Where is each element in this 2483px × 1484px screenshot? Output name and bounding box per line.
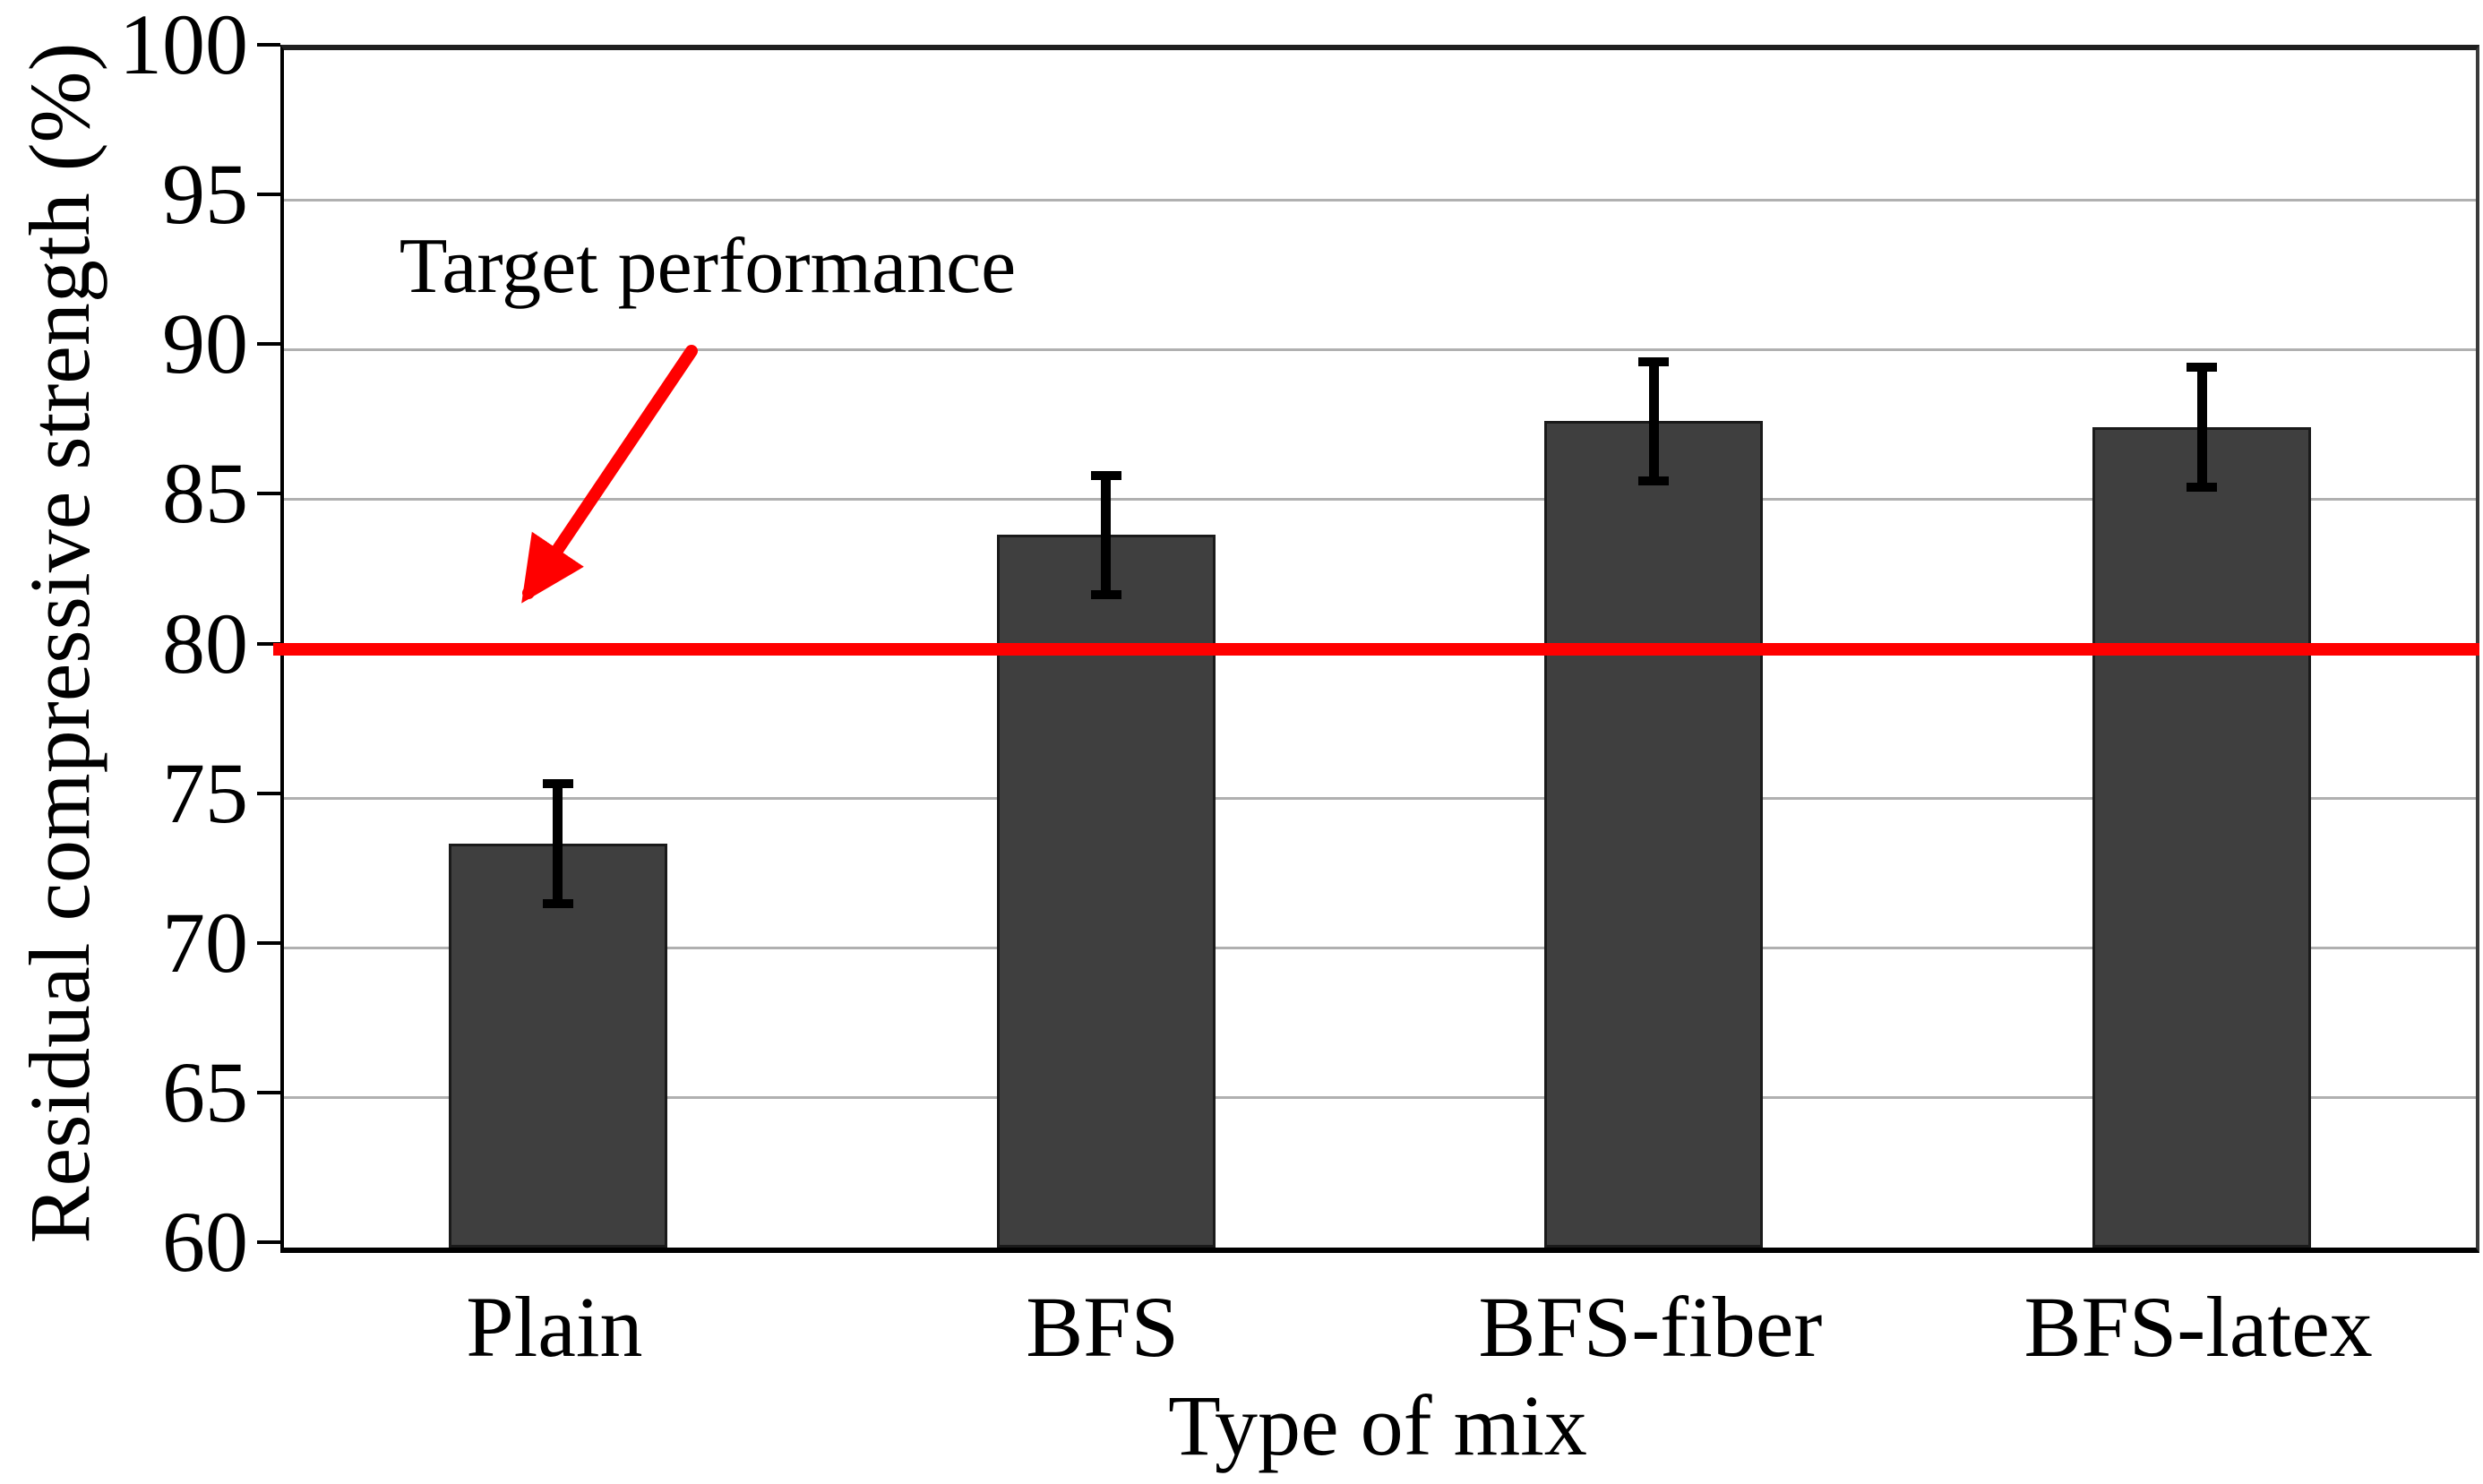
target-reference-line (273, 642, 2479, 656)
error-bar-bfs-fiber (1648, 361, 1659, 482)
bar-bfs-fiber (1544, 421, 1764, 1248)
y-tick-60 (257, 1240, 280, 1244)
y-tick-label-95: 95 (162, 146, 248, 243)
y-tick-80 (257, 641, 280, 646)
gridline-85 (284, 497, 2476, 501)
error-bar-cap-low-plain (542, 898, 573, 908)
bar-plain (448, 843, 667, 1248)
y-tick-label-85: 85 (162, 445, 248, 542)
y-tick-label-65: 65 (162, 1043, 248, 1140)
gridline-95 (284, 198, 2476, 202)
y-tick-70 (257, 940, 280, 945)
error-bar-cap-low-bfs-fiber (1638, 476, 1670, 486)
gridline-75 (284, 797, 2476, 801)
y-tick-100 (257, 43, 280, 47)
error-bar-cap-low-bfs-latex (2187, 483, 2218, 492)
y-tick-85 (257, 492, 280, 496)
error-bar-cap-high-plain (542, 778, 573, 788)
bar-bfs-latex (2092, 427, 2312, 1248)
error-bar-bfs (1101, 475, 1112, 596)
error-bar-plain (553, 783, 563, 904)
y-tick-label-90: 90 (162, 296, 248, 392)
y-tick-label-70: 70 (162, 894, 248, 991)
error-bar-cap-high-bfs-latex (2187, 363, 2218, 373)
error-bar-cap-low-bfs (1090, 590, 1121, 600)
y-tick-90 (257, 342, 280, 347)
y-tick-95 (257, 193, 280, 197)
x-axis-title: Type of mix (1168, 1377, 1587, 1473)
y-tick-label-100: 100 (119, 0, 248, 92)
x-category-label-bfs-latex: BFS-latex (2023, 1279, 2373, 1375)
x-category-label-plain: Plain (466, 1279, 643, 1375)
y-tick-label-75: 75 (162, 744, 248, 841)
gridline-70 (284, 947, 2476, 950)
error-bar-cap-high-bfs (1090, 470, 1121, 480)
y-tick-label-80: 80 (162, 595, 248, 691)
target-performance-annotation: Target performance (399, 223, 1017, 310)
x-category-label-bfs: BFS (1026, 1279, 1180, 1375)
plot-area (273, 45, 2479, 1253)
y-tick-65 (257, 1090, 280, 1094)
y-tick-label-60: 60 (162, 1194, 248, 1290)
error-bar-cap-high-bfs-fiber (1638, 356, 1670, 366)
y-tick-75 (257, 791, 280, 795)
error-bar-bfs-latex (2196, 367, 2207, 487)
gridline-65 (284, 1096, 2476, 1100)
gridline-90 (284, 347, 2476, 351)
x-category-label-bfs-fiber: BFS-fiber (1478, 1279, 1823, 1375)
